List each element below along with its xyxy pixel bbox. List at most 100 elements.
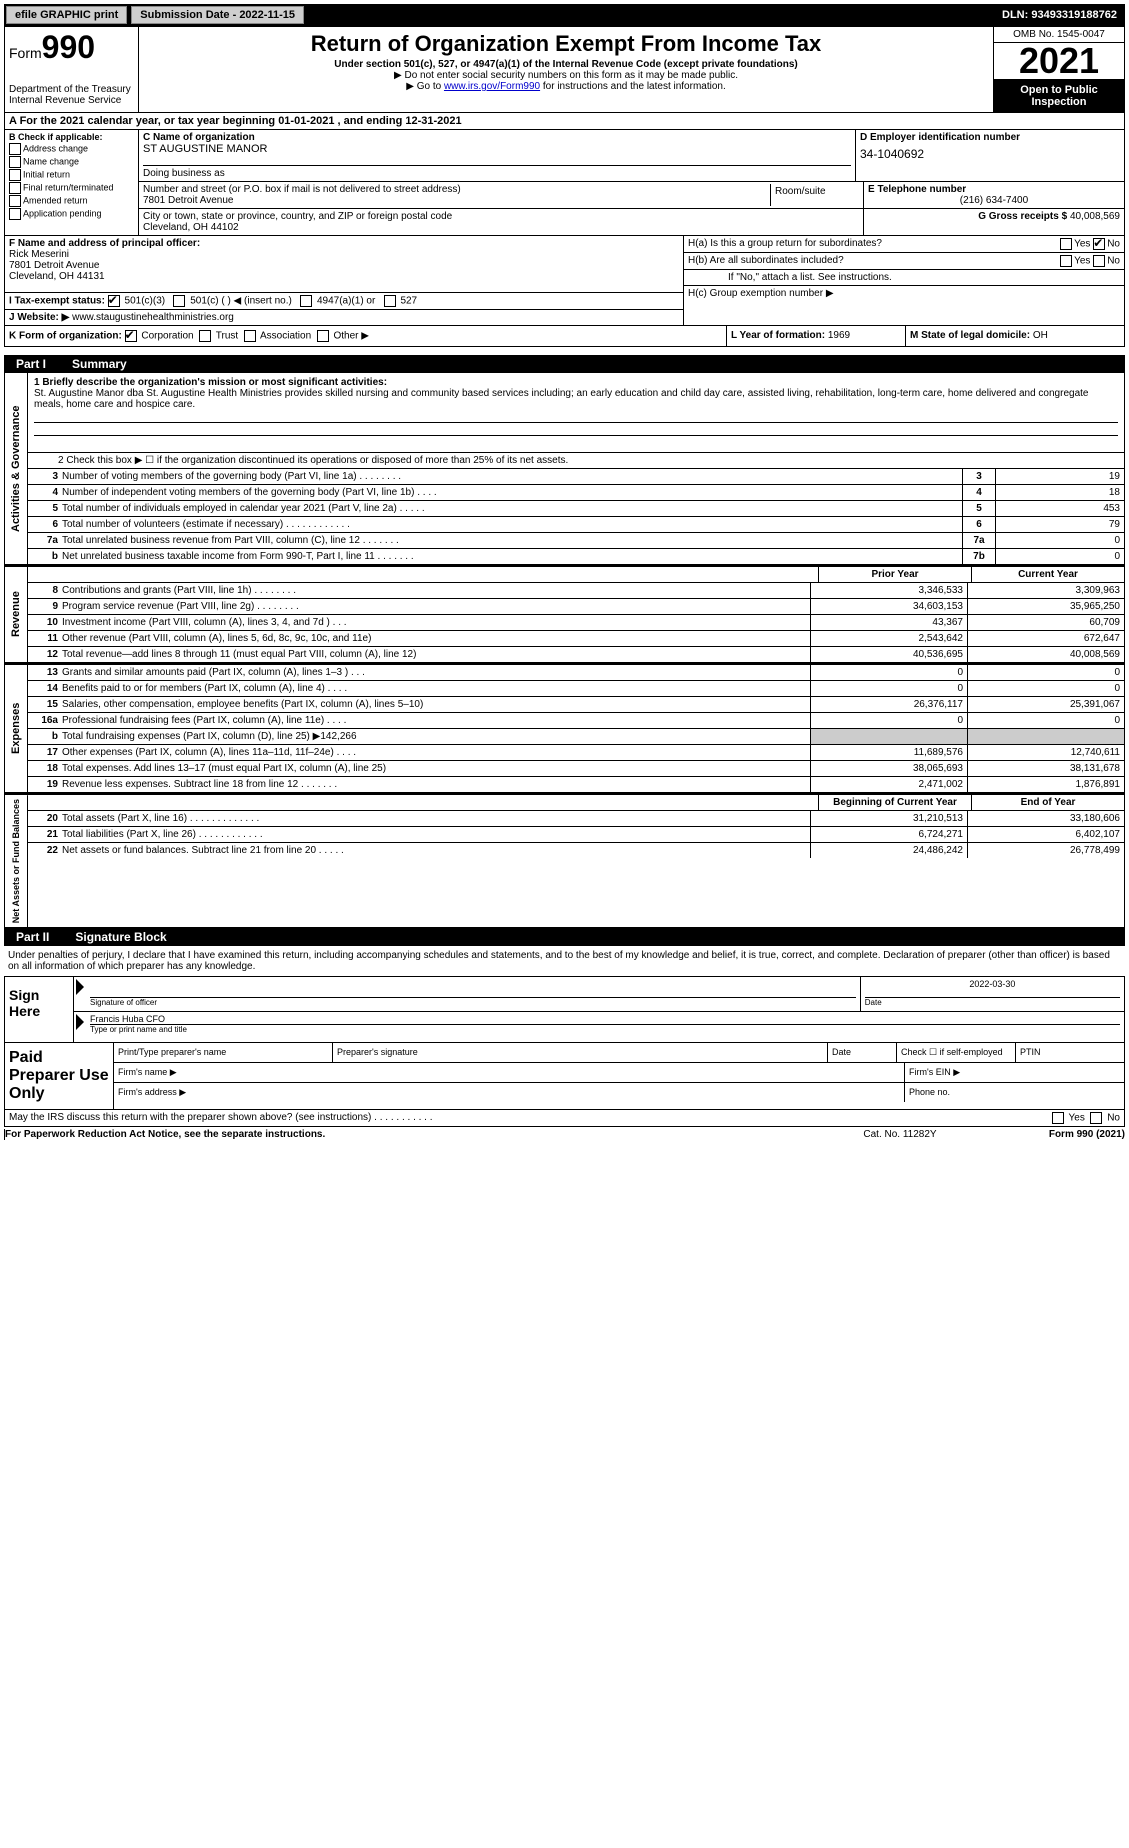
- paid-preparer-label: Paid Preparer Use Only: [5, 1043, 114, 1109]
- state-domicile: OH: [1033, 330, 1048, 341]
- box-c: C Name of organization ST AUGUSTINE MANO…: [139, 130, 1124, 235]
- sign-here-label: Sign Here: [5, 977, 74, 1042]
- irs-link[interactable]: www.irs.gov/Form990: [444, 81, 540, 92]
- check-name-change[interactable]: Name change: [9, 156, 134, 168]
- submission-date-button[interactable]: Submission Date - 2022-11-15: [131, 6, 304, 24]
- check-501c[interactable]: [173, 295, 185, 307]
- phone-receipts-block: E Telephone number (216) 634-7400 G Gros…: [863, 182, 1124, 235]
- check-discuss-no[interactable]: [1090, 1112, 1102, 1124]
- l16b-prior: [810, 729, 967, 744]
- firm-addr-label: Firm's address ▶: [114, 1083, 905, 1102]
- line-2: 2 Check this box ▶ ☐ if the organization…: [28, 453, 1124, 469]
- mission-label: 1 Briefly describe the organization's mi…: [34, 377, 387, 388]
- arrow-icon: [76, 1014, 84, 1030]
- line-7b: bNet unrelated business taxable income f…: [28, 549, 1124, 564]
- catalog-number: Cat. No. 11282Y: [825, 1129, 975, 1140]
- check-ha-yes[interactable]: [1060, 238, 1072, 250]
- l10-prior: 43,367: [810, 615, 967, 630]
- phone-label: E Telephone number: [868, 184, 1120, 195]
- line-5: 5Total number of individuals employed in…: [28, 501, 1124, 517]
- form-title: Return of Organization Exempt From Incom…: [145, 31, 987, 57]
- check-association[interactable]: [244, 330, 256, 342]
- check-trust[interactable]: [199, 330, 211, 342]
- check-amended-return[interactable]: Amended return: [9, 195, 134, 207]
- header-note1: ▶ Do not enter social security numbers o…: [145, 70, 987, 81]
- ein-value: 34-1040692: [860, 147, 1120, 161]
- part1-num: Part I: [10, 357, 52, 371]
- dba-label: Doing business as: [143, 168, 225, 179]
- governance-section: Activities & Governance 1 Briefly descri…: [4, 373, 1125, 565]
- check-application-pending[interactable]: Application pending: [9, 208, 134, 220]
- firm-ein-label: Firm's EIN ▶: [905, 1063, 1124, 1082]
- tax-year: 2021: [994, 43, 1124, 80]
- year-header-balance: Beginning of Current Year End of Year: [28, 795, 1124, 811]
- check-ha-no[interactable]: [1093, 238, 1105, 250]
- l18-current: 38,131,678: [967, 761, 1124, 776]
- box-b: B Check if applicable: Address change Na…: [5, 130, 139, 235]
- l15-prior: 26,376,117: [810, 697, 967, 712]
- check-initial-return[interactable]: Initial return: [9, 169, 134, 181]
- l16b-current: [967, 729, 1124, 744]
- check-hb-yes[interactable]: [1060, 255, 1072, 267]
- prep-name-header: Print/Type preparer's name: [114, 1043, 333, 1062]
- line4-val: 18: [995, 485, 1124, 500]
- website-value: www.staugustinehealthministries.org: [72, 312, 234, 323]
- box-h: H(a) Is this a group return for subordin…: [683, 236, 1124, 325]
- l22-end: 26,778,499: [967, 843, 1124, 858]
- line-12: 12Total revenue—add lines 8 through 11 (…: [28, 647, 1124, 662]
- period-row: A For the 2021 calendar year, or tax yea…: [4, 113, 1125, 130]
- l21-begin: 6,724,271: [810, 827, 967, 842]
- check-4947[interactable]: [300, 295, 312, 307]
- hb-label: H(b) Are all subordinates included?: [688, 255, 1060, 267]
- line2-desc: 2 Check this box ▶ ☐ if the organization…: [28, 453, 1124, 468]
- net-assets-section: Net Assets or Fund Balances Beginning of…: [4, 793, 1125, 928]
- line-20: 20Total assets (Part X, line 16) . . . .…: [28, 811, 1124, 827]
- l14-current: 0: [967, 681, 1124, 696]
- check-other[interactable]: [317, 330, 329, 342]
- box-j: J Website: ▶ www.staugustinehealthminist…: [5, 310, 683, 325]
- line-4: 4Number of independent voting members of…: [28, 485, 1124, 501]
- box-i: I Tax-exempt status: 501(c)(3) 501(c) ( …: [5, 293, 683, 310]
- header-mid: Return of Organization Exempt From Incom…: [139, 27, 993, 112]
- year-formation: 1969: [828, 330, 850, 341]
- gross-receipts-value: 40,008,569: [1070, 211, 1120, 222]
- l12-current: 40,008,569: [967, 647, 1124, 662]
- prep-ptin-header: PTIN: [1016, 1043, 1124, 1062]
- line-6: 6Total number of volunteers (estimate if…: [28, 517, 1124, 533]
- opt-4947: 4947(a)(1) or: [317, 296, 375, 307]
- org-name: ST AUGUSTINE MANOR: [143, 143, 851, 155]
- line-16b: bTotal fundraising expenses (Part IX, co…: [28, 729, 1124, 745]
- line-10: 10Investment income (Part VIII, column (…: [28, 615, 1124, 631]
- efile-button[interactable]: efile GRAPHIC print: [6, 6, 127, 24]
- check-address-change[interactable]: Address change: [9, 143, 134, 155]
- irs-label: Internal Revenue Service: [9, 95, 134, 106]
- dln-label: DLN: 93493319188762: [1002, 9, 1123, 21]
- line-22: 22Net assets or fund balances. Subtract …: [28, 843, 1124, 858]
- check-501c3[interactable]: [108, 295, 120, 307]
- check-final-return[interactable]: Final return/terminated: [9, 182, 134, 194]
- check-hb-no[interactable]: [1093, 255, 1105, 267]
- l20-begin: 31,210,513: [810, 811, 967, 826]
- check-527[interactable]: [384, 295, 396, 307]
- sig-name-value: Francis Huba CFO: [90, 1014, 1120, 1024]
- mission-text: St. Augustine Manor dba St. Augustine He…: [34, 388, 1088, 410]
- opt-501c3: 501(c)(3): [125, 296, 166, 307]
- signature-block: Sign Here Signature of officer 2022-03-3…: [4, 976, 1125, 1043]
- open-to-public-badge: Open to Public Inspection: [994, 80, 1124, 112]
- part1-header: Part I Summary: [4, 355, 1125, 373]
- klm-row: K Form of organization: Corporation Trus…: [4, 326, 1125, 347]
- check-corporation[interactable]: [125, 330, 137, 342]
- opt-527: 527: [400, 296, 417, 307]
- top-bar: efile GRAPHIC print Submission Date - 20…: [4, 4, 1125, 26]
- form-header: Form990 Department of the Treasury Inter…: [4, 26, 1125, 113]
- note2-pre: ▶ Go to: [406, 81, 444, 92]
- col-current-year: Current Year: [971, 567, 1124, 582]
- check-discuss-yes[interactable]: [1052, 1112, 1064, 1124]
- l8-current: 3,309,963: [967, 583, 1124, 598]
- col-prior-year: Prior Year: [818, 567, 971, 582]
- firm-name-label: Firm's name ▶: [114, 1063, 905, 1082]
- part2-num: Part II: [10, 930, 55, 944]
- l10-current: 60,709: [967, 615, 1124, 630]
- officer-name: Rick Meserini: [9, 249, 69, 260]
- l14-prior: 0: [810, 681, 967, 696]
